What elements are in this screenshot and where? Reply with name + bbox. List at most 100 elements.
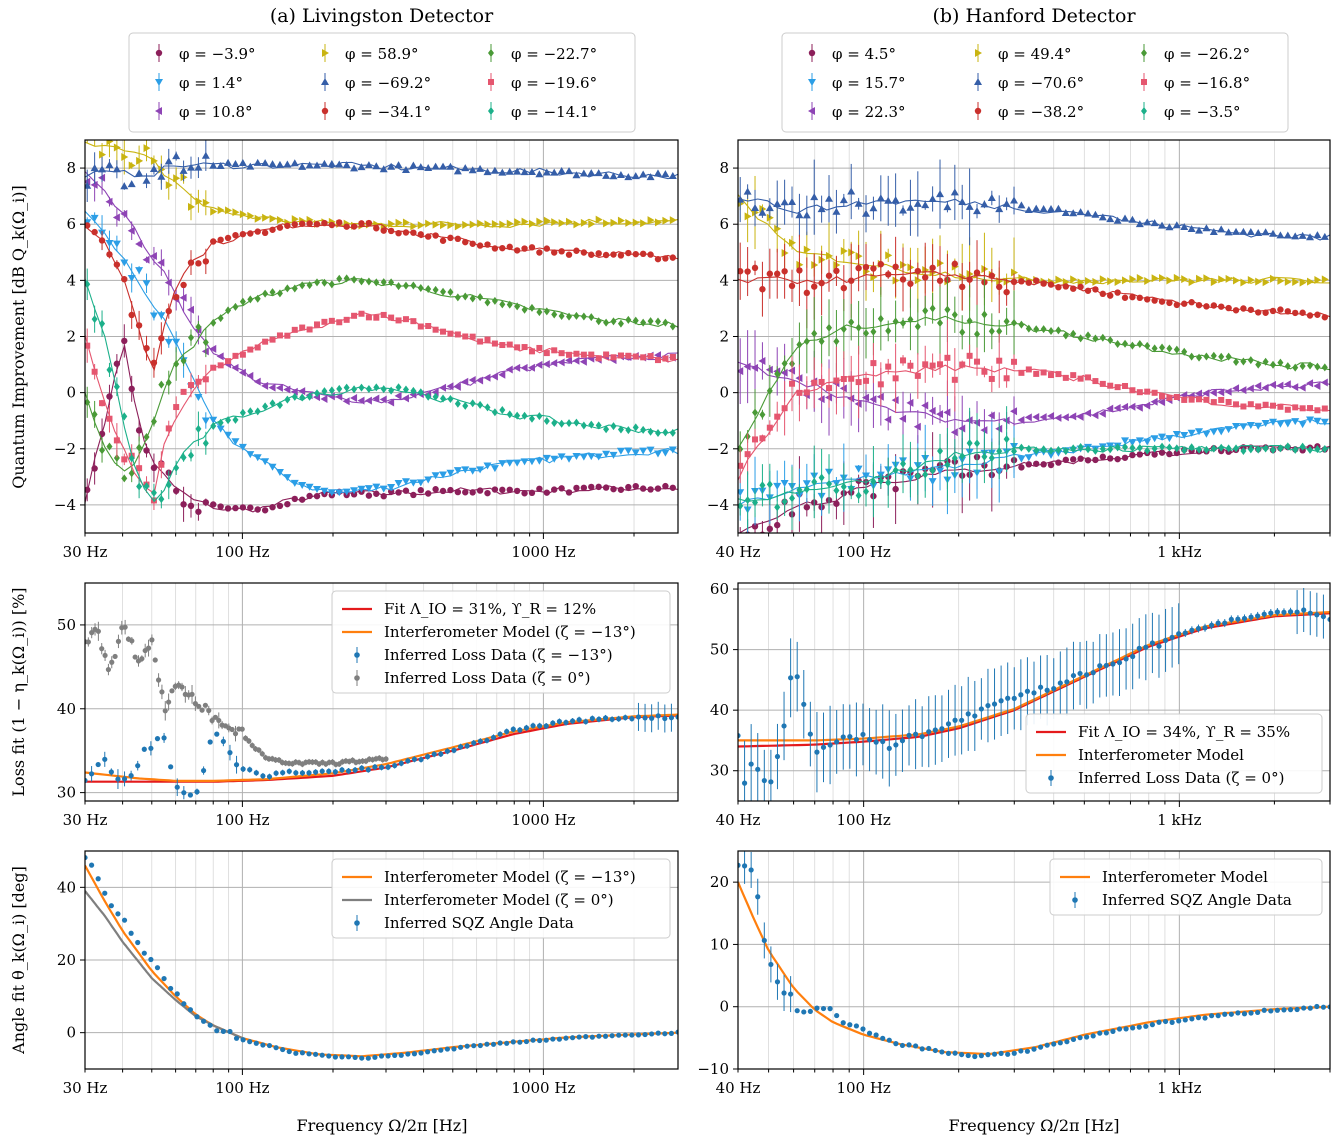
data-point [1085, 374, 1092, 381]
data-point [943, 203, 952, 211]
data-point [506, 219, 514, 228]
data-point [378, 1053, 385, 1059]
data-point [249, 742, 255, 749]
data-point [506, 300, 513, 309]
y-tick-label: 30 [57, 784, 76, 802]
data-point [342, 161, 351, 169]
data-point [642, 715, 648, 721]
data-point [826, 385, 833, 392]
data-point [817, 205, 826, 213]
data-point [1130, 1025, 1136, 1031]
data-point [773, 482, 782, 490]
data-point [201, 1018, 207, 1024]
data-point [839, 196, 848, 204]
data-point [1129, 443, 1136, 452]
data-point [128, 161, 136, 170]
data-point [262, 289, 269, 298]
data-point [239, 726, 245, 732]
data-point [891, 196, 900, 204]
data-point [662, 355, 669, 362]
data-point [1232, 422, 1241, 430]
y-tick-label: 60 [710, 580, 729, 598]
data-point [469, 294, 476, 303]
data-point [290, 479, 299, 487]
data-point [654, 218, 662, 227]
data-point [232, 504, 239, 512]
data-point [848, 318, 855, 327]
data-point [966, 316, 973, 325]
grid [84, 140, 678, 533]
data-point [520, 363, 528, 372]
data-point [239, 351, 246, 358]
data-point [661, 170, 670, 178]
data-point [978, 1053, 984, 1059]
data-point [937, 319, 944, 328]
data-point [866, 1030, 873, 1036]
data-point [306, 220, 313, 227]
data-point [108, 903, 114, 909]
data-point [543, 216, 551, 225]
y-tick-label: 20 [57, 951, 76, 969]
data-point [662, 1031, 668, 1037]
data-point [471, 740, 477, 746]
data-point [477, 1042, 483, 1049]
data-point [395, 218, 403, 227]
data-point [1151, 344, 1158, 353]
data-point [157, 312, 166, 320]
data-point [256, 747, 262, 753]
data-point [811, 477, 818, 486]
data-point [1255, 613, 1261, 619]
data-point [521, 411, 528, 420]
data-point [1291, 232, 1300, 240]
data-point [1156, 643, 1162, 649]
axes-frame [737, 139, 1331, 534]
data-point [1301, 607, 1307, 613]
data-point [298, 496, 306, 503]
data-point [224, 505, 232, 512]
data-point [1182, 630, 1188, 636]
data-point [1107, 277, 1115, 286]
data-point [498, 460, 507, 468]
data-point [543, 489, 550, 496]
data-point [135, 939, 141, 946]
data-point [1092, 456, 1099, 464]
data-point [609, 1033, 615, 1039]
data-point [1270, 446, 1277, 455]
data-point [99, 400, 106, 407]
data-point [1321, 314, 1329, 321]
data-point [247, 407, 254, 416]
data-point [1284, 277, 1292, 286]
data-point [1099, 444, 1106, 453]
data-point [870, 477, 877, 486]
data-point [1306, 416, 1315, 424]
data-point [647, 353, 654, 360]
data-point [275, 383, 283, 392]
data-point [1277, 444, 1284, 453]
data-point [1209, 622, 1215, 628]
data-point [796, 340, 803, 349]
data-point [551, 486, 558, 493]
data-point [143, 344, 150, 352]
data-point [1188, 278, 1196, 287]
data-point [766, 480, 773, 489]
data-point [136, 156, 144, 165]
data-point [387, 398, 395, 407]
data-point [98, 165, 107, 173]
data-point [499, 300, 506, 309]
plot-area [738, 587, 1330, 801]
data-point [1048, 446, 1055, 455]
data-point [402, 281, 409, 290]
data-point [506, 410, 513, 419]
data-point [1062, 456, 1070, 464]
data-point [306, 392, 313, 401]
data-point [254, 407, 261, 416]
data-point [820, 1005, 827, 1012]
data-point [542, 360, 550, 369]
data-point [1037, 684, 1044, 690]
data-point [616, 1032, 622, 1038]
data-point [202, 499, 210, 506]
data-point [85, 854, 88, 861]
data-point [141, 746, 147, 752]
y-tick-label: 40 [57, 878, 76, 896]
data-point [149, 312, 158, 320]
